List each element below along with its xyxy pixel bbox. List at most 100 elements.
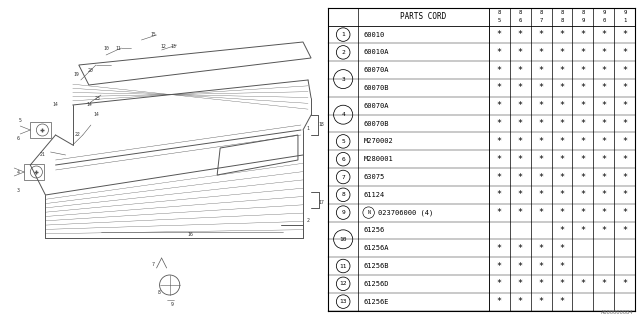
Text: *: *: [580, 66, 586, 75]
Text: 8: 8: [561, 10, 564, 15]
Text: *: *: [497, 279, 502, 288]
Bar: [24, 164, 44, 180]
Text: *: *: [539, 172, 543, 181]
Text: 61256: 61256: [364, 228, 385, 233]
Text: *: *: [497, 30, 502, 39]
Text: 61256A: 61256A: [364, 245, 389, 251]
Text: 21: 21: [40, 153, 45, 157]
Text: 1: 1: [623, 18, 627, 23]
Text: *: *: [559, 137, 564, 146]
Text: *: *: [622, 48, 627, 57]
Text: *: *: [539, 119, 543, 128]
Text: 9: 9: [170, 301, 173, 307]
Text: *: *: [518, 137, 523, 146]
Text: *: *: [518, 30, 523, 39]
Text: *: *: [518, 155, 523, 164]
Text: *: *: [602, 279, 606, 288]
Text: 60070A: 60070A: [364, 103, 389, 109]
Text: *: *: [559, 172, 564, 181]
Text: 60070A: 60070A: [364, 67, 389, 73]
Text: *: *: [539, 297, 543, 306]
Text: *: *: [497, 297, 502, 306]
Text: 7: 7: [540, 18, 543, 23]
Text: *: *: [580, 101, 586, 110]
Text: 60070B: 60070B: [364, 121, 389, 127]
Text: *: *: [580, 30, 586, 39]
Text: *: *: [622, 226, 627, 235]
Text: *: *: [580, 48, 586, 57]
Text: *: *: [518, 172, 523, 181]
Text: *: *: [539, 208, 543, 217]
Text: *: *: [518, 84, 523, 92]
Text: *: *: [539, 244, 543, 253]
Text: 10: 10: [103, 45, 109, 51]
Text: N: N: [367, 210, 370, 215]
Text: *: *: [559, 101, 564, 110]
Text: *: *: [622, 66, 627, 75]
Text: 16: 16: [187, 233, 193, 237]
Text: *: *: [559, 244, 564, 253]
Text: 8: 8: [498, 10, 501, 15]
Text: 20: 20: [88, 68, 94, 73]
Text: *: *: [539, 84, 543, 92]
Text: 63075: 63075: [364, 174, 385, 180]
Text: *: *: [622, 137, 627, 146]
Text: *: *: [602, 226, 606, 235]
Text: *: *: [602, 84, 606, 92]
Text: *: *: [580, 119, 586, 128]
Text: *: *: [539, 261, 543, 270]
Text: *: *: [559, 261, 564, 270]
Text: *: *: [602, 66, 606, 75]
Text: *: *: [580, 190, 586, 199]
Text: *: *: [559, 48, 564, 57]
Text: *: *: [539, 190, 543, 199]
Text: 14: 14: [86, 102, 92, 108]
Text: *: *: [602, 30, 606, 39]
Text: *: *: [602, 172, 606, 181]
Text: *: *: [602, 119, 606, 128]
Text: *: *: [518, 261, 523, 270]
Text: 15: 15: [150, 33, 156, 37]
Text: 13: 13: [171, 44, 177, 49]
Text: *: *: [497, 261, 502, 270]
Text: *: *: [622, 208, 627, 217]
Text: 61256B: 61256B: [364, 263, 389, 269]
Text: 14: 14: [93, 113, 99, 117]
Text: *: *: [497, 172, 502, 181]
Text: A600000084: A600000084: [601, 309, 634, 315]
Text: *: *: [580, 279, 586, 288]
Text: *: *: [497, 84, 502, 92]
Text: *: *: [518, 101, 523, 110]
Text: *: *: [559, 279, 564, 288]
Text: *: *: [580, 208, 586, 217]
Text: 5: 5: [341, 139, 345, 144]
Text: 6: 6: [341, 157, 345, 162]
Text: *: *: [497, 48, 502, 57]
Text: *: *: [497, 244, 502, 253]
Text: 8: 8: [341, 192, 345, 197]
Text: *: *: [518, 208, 523, 217]
Text: 17: 17: [318, 199, 324, 204]
Text: *: *: [539, 279, 543, 288]
Text: 023706000 (4): 023706000 (4): [378, 209, 433, 216]
Text: *: *: [539, 155, 543, 164]
Text: *: *: [622, 30, 627, 39]
Text: *: *: [497, 101, 502, 110]
Text: M280001: M280001: [364, 156, 394, 162]
Text: *: *: [580, 172, 586, 181]
Text: 60010A: 60010A: [364, 49, 389, 55]
Text: 0: 0: [602, 18, 605, 23]
Text: *: *: [559, 208, 564, 217]
Text: 9: 9: [341, 210, 345, 215]
Text: 6: 6: [17, 135, 20, 140]
Text: *: *: [622, 84, 627, 92]
Text: 5: 5: [498, 18, 501, 23]
Text: *: *: [622, 101, 627, 110]
Text: 8: 8: [158, 290, 161, 294]
Text: *: *: [518, 297, 523, 306]
Text: *: *: [602, 155, 606, 164]
Text: *: *: [497, 208, 502, 217]
Text: PARTS CORD: PARTS CORD: [401, 12, 447, 21]
Text: *: *: [497, 155, 502, 164]
Text: 4: 4: [341, 112, 345, 117]
